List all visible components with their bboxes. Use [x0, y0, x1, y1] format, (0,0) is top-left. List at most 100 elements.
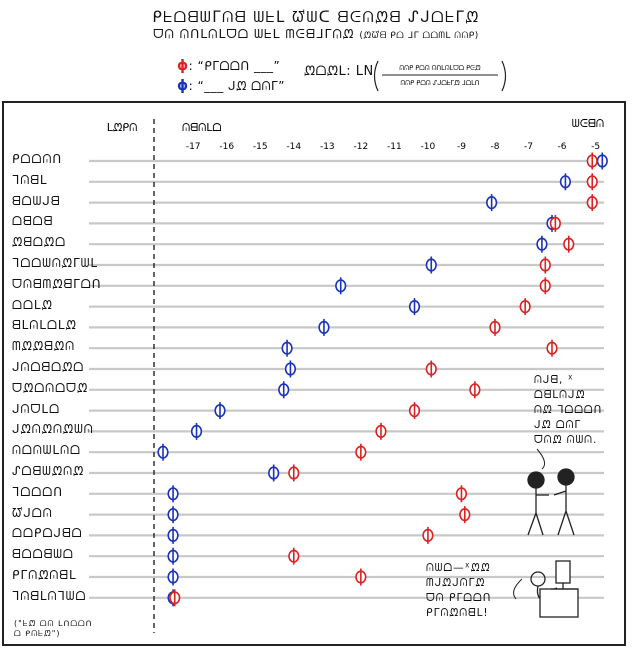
bubble2-line-2: ᗰᒍᘻᒍᕬᒥᘻ [426, 577, 486, 589]
row-line [88, 159, 605, 163]
score-numerator: ᕬᕬᑭ ᑭᗝᕬ ᕬᑎᒪᕬᒪᗜᗝ ᑭᕮᘻ [399, 64, 481, 72]
red-data-point [586, 152, 598, 170]
row-line [88, 222, 605, 226]
subtitle-note: (ᘻᘺᗺ ᑭᗝ ᒧᒥ ᗝᗝᗰᒪ ᕬᕬᑭ) [359, 31, 479, 41]
red-data-point [586, 173, 598, 191]
tick-label: -16 [219, 142, 234, 152]
blue-data-point [281, 339, 293, 357]
blue-data-point [167, 485, 179, 503]
row-line [88, 347, 605, 351]
row-label: ᒣᗝᗝᗝᑎ [12, 484, 63, 499]
tick-label: -8 [490, 142, 499, 152]
bubble2-line-1: ᕬᗯᗝ—ᕽᘻᘻ [426, 562, 491, 574]
score-formula: ᘻᗝᘻᒪ: LN [304, 64, 374, 79]
legend-blue-label: “___ ᒍᘻ ᗝᕬᒥ” [197, 79, 285, 93]
paren-left [373, 60, 379, 92]
blue-data-point [190, 422, 203, 440]
row-line [88, 388, 605, 392]
row-label: ᗝᗺᗝᗺ [12, 214, 54, 229]
row-line [88, 180, 605, 184]
tick-labels: -17 -16 -15 -14 -13 -12 -11 -10 -9 -8 -7 -6 -5 [186, 142, 600, 152]
tick-label: -5 [591, 142, 600, 152]
row-line [88, 325, 605, 329]
blue-data-point [278, 381, 290, 399]
blue-data-point [167, 506, 179, 524]
axis-left-label: ᒪᘻᑭᕬ [107, 121, 138, 134]
red-data-point [489, 318, 501, 336]
red-marker-icon: ϕ [177, 58, 189, 74]
score-denominator: ᕬᕬᑭ ᑭᗝᕬ ᔑᒍᗝᖶᒥᘻ ᒧᗝᒪᑎ [400, 79, 479, 87]
chart-frame: ᒪᘻᑭᕬ ᕬᗺᕬᒪᗝ ᗯᕮᗺᕬ -17 -16 -15 -14 -13 -12 -11 -10… [2, 101, 626, 646]
tick-label: -9 [457, 142, 466, 152]
axis-center-label: ᕬᗺᕬᒪᗝ [182, 121, 222, 134]
red-data-point [539, 256, 551, 274]
tick-label: -17 [186, 142, 201, 152]
row-line [88, 409, 605, 413]
tick-label: -14 [286, 142, 301, 152]
row-line [88, 574, 605, 579]
row-label: ᗺᒪᕬᒪᗝᒪᘻ [12, 318, 77, 333]
red-data-point [355, 443, 367, 461]
row-label: ᒣᕬᗺᒪ [12, 172, 48, 187]
blue-data-point [425, 256, 437, 274]
blue-data-point [408, 298, 421, 316]
chart-plot: ᒪᘻᑭᕬ ᕬᗺᕬᒪᗝ ᗯᕮᗺᕬ -17 -16 -15 -14 -13 -12 -11 -10… [88, 117, 608, 633]
legend-red-label: “ᑭᒥᗝᗝᑎ ___” [197, 59, 281, 73]
row-label: ᘻᗺᗝᘻᗝ [12, 235, 67, 250]
bubble1-line-3: ᕬᘻ ᒣᗝᗝᗝᑎ [534, 404, 603, 416]
row-label: ᒣᗝᗝᗯᕬᘻᒥᗯᒪ [12, 256, 99, 270]
tick-label: -12 [353, 142, 368, 152]
red-data-point [422, 526, 434, 544]
chart-title: ᑭᖶᗝᗺᗯᒥᕬᗺ ᗯᖶᒪ ᘺᗯᑕ ᗺᕮᕬᘻᗺ ᔑᒍᗝᖶᒥᘻ [152, 8, 480, 26]
blue-data-point [486, 194, 498, 212]
stick-figures [513, 448, 579, 618]
row-label: ᗺᗝᗯᒍᗺ [12, 193, 61, 208]
tick-label: -6 [558, 142, 567, 152]
row-line [88, 596, 605, 600]
score-fraction: ᕬᕬᑭ ᑭᗝᕬ ᕬᑎᒪᕬᒪᗜᗝ ᑭᕮᘻ ᕬᕬᑭ ᑭᗝᕬ ᔑᒍᗝᖶᒥᘻ ᒧᗝᒪᑎ [373, 60, 507, 92]
row-label: ᒍᕬᗜᒪᗝ [12, 401, 61, 416]
row-label: ᗝᗝᒪᘻ [12, 297, 53, 312]
blue-data-point [214, 402, 226, 420]
red-data-point [539, 277, 551, 295]
bubble2-line-4: ᑭᒥᕬᘻᕬᗺᒪ! [426, 607, 489, 619]
row-line [88, 242, 605, 246]
row-line [88, 263, 605, 267]
blue-data-point [335, 277, 347, 295]
row-label: ᑭᗝᗝᕬᑎ [12, 152, 63, 166]
blue-data-point [167, 547, 179, 565]
legend-red-entry: ϕ: “ᑭᒥᗝᗝᑎ ___” [177, 58, 281, 74]
red-data-point [459, 506, 471, 524]
blue-data-point [318, 318, 330, 336]
speech-bubble-1: ᕬᒍᗺ, ᕽ ᗝᗺᒪᕬᒍᘻ ᕬᘻ ᒣᗝᗝᗝᑎ ᒍᘻ ᗝᕬᒥ ᗜᕬᘻ ᕬᗯᕬ. [534, 373, 602, 448]
bubble1-line-2: ᗝᗺᒪᕬᒍᘻ [534, 389, 586, 401]
red-data-point [519, 298, 531, 316]
red-data-point [455, 485, 468, 503]
red-data-point [375, 422, 387, 440]
subtitle-main: ᗜᕬ ᕬᑎᒪᕬᒪᗜᗝ ᗯᖶᒪ ᗰᕮᗺᒧᒥᕬᘻ [153, 26, 355, 41]
row-label: ᗜᕬᗺᗰᘻᗺᒥᗝᑎ [12, 276, 102, 291]
row-line [88, 200, 605, 204]
red-data-point [408, 402, 421, 420]
red-data-point [546, 339, 558, 357]
red-data-point [425, 360, 437, 378]
legend-blue-entry: ϕ: “___ ᒍᘻ ᗝᕬᒥ” [177, 78, 285, 94]
red-data-point [169, 589, 181, 607]
tick-label: -11 [387, 142, 402, 152]
row-line [88, 513, 605, 517]
blue-data-point [536, 235, 548, 253]
bubble1-line-4: ᒍᘻ ᗝᕬᒥ [534, 419, 582, 431]
blue-data-point [167, 526, 179, 544]
row-label: ᒍᘻᕬᘻᕬᘻᗯᕬ [12, 422, 94, 437]
paren-right [501, 60, 507, 92]
axis-right-label: ᗯᕮᗺᕬ [572, 117, 604, 130]
row-line [88, 429, 605, 433]
last-row-caption: ("ᖶᘻ ᗝᕬ ᒪᑎᗝᗝᑎ ᗝ ᑭᕬᖶᘻ") [14, 619, 92, 639]
blue-data-point [596, 152, 608, 170]
data-markers [157, 152, 608, 607]
tick-label: -7 [524, 142, 533, 152]
row-label: ᑭᒥᕬᘻᕬᗺᒪ [12, 568, 77, 582]
chart-subtitle: ᗜᕬ ᕬᑎᒪᕬᒪᗜᗝ ᗯᖶᒪ ᗰᕮᗺᒧᒥᕬᘻ (ᘻᘺᗺ ᑭᗝ ᒧᒥ ᗝᗝᗰᒪ ᕬ… [0, 26, 632, 42]
row-line [88, 366, 605, 371]
speech-bubble-2: ᕬᗯᗝ—ᕽᘻᘻ ᗰᒍᘻᒍᕬᒥᘻ ᗜᕬ ᑭᒥᗝᗝᑎ ᑭᒥᕬᘻᕬᗺᒪ! [426, 561, 491, 621]
